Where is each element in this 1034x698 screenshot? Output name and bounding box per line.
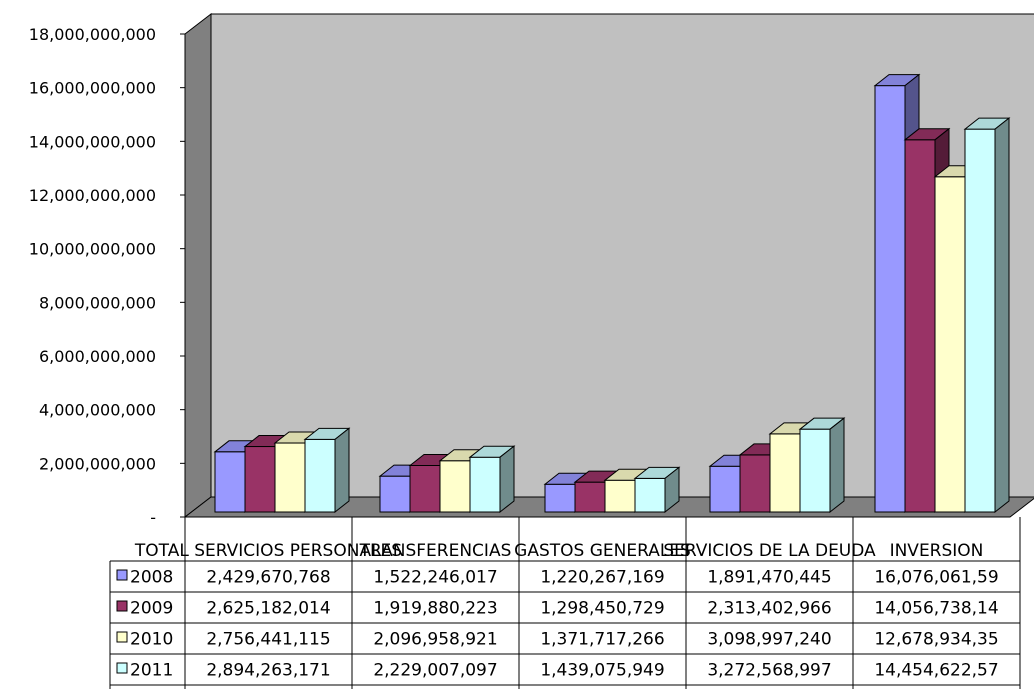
table-cell: 2,229,007,097: [373, 661, 497, 681]
y-tick-label: 2,000,000,000: [39, 454, 156, 473]
table-cell: 2,756,441,115: [206, 630, 330, 650]
bar-front: [304, 438, 336, 513]
table-category-label: TRANSFERENCIAS: [359, 541, 512, 561]
table-cell: 2,894,263,171: [206, 661, 330, 681]
legend-key-2010: [116, 631, 128, 643]
bar-2011-1: [303, 427, 351, 514]
legend-label-2011: 2011: [130, 661, 173, 681]
bar-front: [439, 460, 471, 513]
table-cell: 1,371,717,266: [540, 630, 664, 650]
bar-front: [709, 465, 741, 513]
bar-front: [214, 451, 246, 513]
table-cell: 1,298,450,729: [540, 599, 664, 619]
table-category-label: SERVICIOS DE LA DEUDA: [663, 541, 876, 561]
table-cell: 3,098,997,240: [707, 630, 831, 650]
bar-front: [739, 454, 771, 513]
bar-front: [904, 139, 936, 513]
bar-side: [499, 445, 515, 514]
bar-front: [934, 176, 966, 513]
table-cell: 2,313,402,966: [707, 599, 831, 619]
legend-label-2008: 2008: [130, 568, 173, 588]
bar-front: [874, 85, 906, 513]
bar-side: [829, 417, 845, 514]
table-cell: 3,272,568,997: [707, 661, 831, 681]
y-tick-label: 14,000,000,000: [29, 132, 156, 151]
y-axis: - 2,000,000,000 4,000,000,000 6,000,000,000…: [29, 25, 186, 527]
bar-2011-5: [963, 117, 1011, 514]
bars: [213, 73, 1011, 514]
table-cell: 1,891,470,445: [707, 568, 831, 588]
table-cell: 1,919,880,223: [373, 599, 497, 619]
bar-front: [544, 483, 576, 513]
bar-front: [604, 479, 636, 513]
bar-front: [574, 481, 606, 513]
bar-front: [379, 475, 411, 513]
y-tick-label: 16,000,000,000: [29, 79, 156, 98]
legend-key-2011: [116, 662, 128, 674]
bar-side: [994, 117, 1010, 514]
table-cell: 2,429,670,768: [206, 568, 330, 588]
bar-side: [334, 427, 350, 514]
bar-front: [799, 428, 831, 513]
y-tick-label: 18,000,000,000: [29, 25, 156, 44]
legend-key-2009: [116, 600, 128, 612]
side-wall: [184, 12, 212, 519]
table-cell: 1,439,075,949: [540, 661, 664, 681]
y-tick-label: 12,000,000,000: [29, 186, 156, 205]
legend-key-2008: [116, 569, 128, 581]
table-category-label: INVERSION: [890, 541, 984, 561]
y-tick-label: 10,000,000,000: [29, 240, 156, 259]
table-cell: 14,056,738,14: [874, 599, 998, 619]
table-category-label: GASTOS GENERALES: [514, 541, 691, 561]
y-tick-label: 4,000,000,000: [39, 401, 156, 420]
bar-front: [409, 464, 441, 513]
y-tick-label: 8,000,000,000: [39, 293, 156, 312]
y-tick-label: 6,000,000,000: [39, 347, 156, 366]
data-table: TOTAL SERVICIOS PERSONALESTRANSFERENCIAS…: [109, 517, 1021, 689]
legend-label-2010: 2010: [130, 630, 173, 650]
bar-front: [274, 442, 306, 513]
table-category-label: TOTAL SERVICIOS PERSONALES: [134, 541, 402, 561]
table-cell: 16,076,061,59: [874, 568, 998, 588]
bar-2011-3: [633, 466, 681, 514]
bar-side: [664, 466, 680, 514]
table-cell: 2,096,958,921: [373, 630, 497, 650]
bar-front: [769, 433, 801, 513]
bar-front: [469, 456, 501, 513]
table-cell: 2,625,182,014: [206, 599, 330, 619]
bar-front: [244, 446, 276, 513]
table-cell: 1,522,246,017: [373, 568, 497, 588]
table-cell: 14,454,622,57: [874, 661, 998, 681]
bar-2011-4: [798, 417, 846, 514]
table-cell: 12,678,934,35: [874, 630, 998, 650]
bar-front: [634, 477, 666, 513]
y-tick-label: -: [150, 508, 156, 527]
table-cell: 1,220,267,169: [540, 568, 664, 588]
legend-label-2009: 2009: [130, 599, 173, 619]
bar-2011-2: [468, 445, 516, 514]
bar-front: [964, 128, 996, 513]
